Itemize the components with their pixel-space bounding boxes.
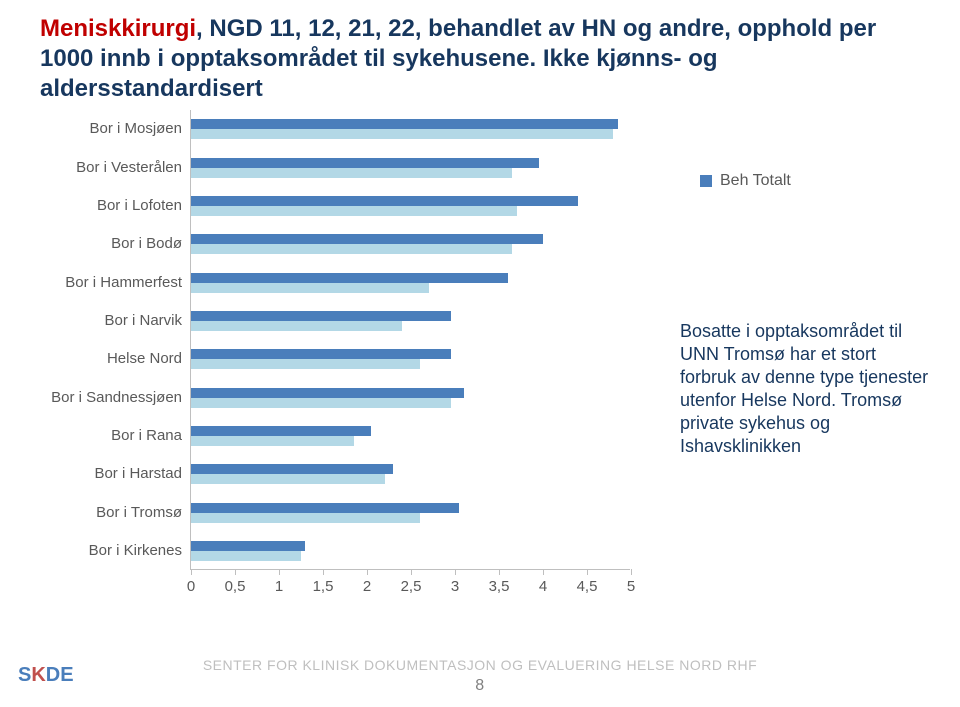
x-tick-label: 5: [627, 578, 635, 595]
chart-area: 00,511,522,533,544,55 Bor i MosjøenBor i…: [50, 110, 650, 610]
category-label: Bor i Hammerfest: [50, 274, 182, 291]
bar: [191, 359, 420, 369]
category-label: Bor i Narvik: [50, 313, 182, 330]
x-tick: [323, 569, 324, 575]
bar: [191, 464, 393, 474]
chart-title: Meniskkirurgi, NGD 11, 12, 21, 22, behan…: [0, 0, 960, 108]
chart-legend: Beh Totalt: [700, 172, 791, 190]
x-tick: [367, 569, 368, 575]
bar: [191, 513, 420, 523]
bar: [191, 388, 464, 398]
page-number: 8: [0, 677, 960, 695]
x-tick-label: 2: [363, 578, 371, 595]
category-label: Bor i Lofoten: [50, 198, 182, 215]
bar-group: [191, 196, 630, 216]
bar-group: [191, 311, 630, 331]
bar-group: [191, 464, 630, 484]
bar-group: [191, 388, 630, 408]
category-label: Bor i Tromsø: [50, 504, 182, 521]
title-highlight: Meniskkirurgi: [40, 15, 196, 42]
footer: SENTER FOR KLINISK DOKUMENTASJON OG EVAL…: [0, 657, 960, 695]
x-tick-label: 3,5: [489, 578, 510, 595]
x-tick-label: 3: [451, 578, 459, 595]
bar-group: [191, 541, 630, 561]
x-tick: [455, 569, 456, 575]
bar-group: [191, 234, 630, 254]
x-tick-label: 0: [187, 578, 195, 595]
category-label: Helse Nord: [50, 351, 182, 368]
x-tick: [279, 569, 280, 575]
bar: [191, 196, 578, 206]
bar: [191, 206, 517, 216]
bar: [191, 398, 451, 408]
x-tick: [411, 569, 412, 575]
bar-group: [191, 349, 630, 369]
category-label: Bor i Bodø: [50, 236, 182, 253]
x-tick-label: 4: [539, 578, 547, 595]
bar: [191, 541, 305, 551]
bar-group: [191, 503, 630, 523]
bar: [191, 119, 618, 129]
category-label: Bor i Sandnessjøen: [50, 389, 182, 406]
bar-group: [191, 158, 630, 178]
x-tick-label: 2,5: [401, 578, 422, 595]
bar: [191, 321, 402, 331]
x-tick: [587, 569, 588, 575]
bar: [191, 349, 451, 359]
x-tick: [543, 569, 544, 575]
category-label: Bor i Rana: [50, 428, 182, 445]
bar: [191, 273, 508, 283]
bar: [191, 129, 613, 139]
legend-swatch: [700, 175, 712, 187]
bar: [191, 474, 385, 484]
x-tick-label: 0,5: [225, 578, 246, 595]
category-label: Bor i Kirkenes: [50, 543, 182, 560]
x-tick-label: 4,5: [577, 578, 598, 595]
bar-group: [191, 119, 630, 139]
x-tick: [235, 569, 236, 575]
bar: [191, 436, 354, 446]
chart-plot: 00,511,522,533,544,55: [190, 110, 630, 570]
category-label: Bor i Vesterålen: [50, 159, 182, 176]
legend-label: Beh Totalt: [720, 172, 791, 189]
bar-group: [191, 273, 630, 293]
x-tick: [499, 569, 500, 575]
category-label: Bor i Mosjøen: [50, 121, 182, 138]
bar: [191, 426, 371, 436]
x-tick: [191, 569, 192, 575]
x-tick-label: 1,5: [313, 578, 334, 595]
bar: [191, 311, 451, 321]
footer-text: SENTER FOR KLINISK DOKUMENTASJON OG EVAL…: [203, 657, 757, 673]
bar-group: [191, 426, 630, 446]
bar: [191, 158, 539, 168]
bar: [191, 551, 301, 561]
category-label: Bor i Harstad: [50, 466, 182, 483]
x-tick-label: 1: [275, 578, 283, 595]
bar: [191, 234, 543, 244]
annotation-text: Bosatte i opptaksområdet til UNN Tromsø …: [680, 320, 935, 458]
x-tick: [631, 569, 632, 575]
bar: [191, 503, 459, 513]
bar: [191, 283, 429, 293]
bar: [191, 244, 512, 254]
bar: [191, 168, 512, 178]
